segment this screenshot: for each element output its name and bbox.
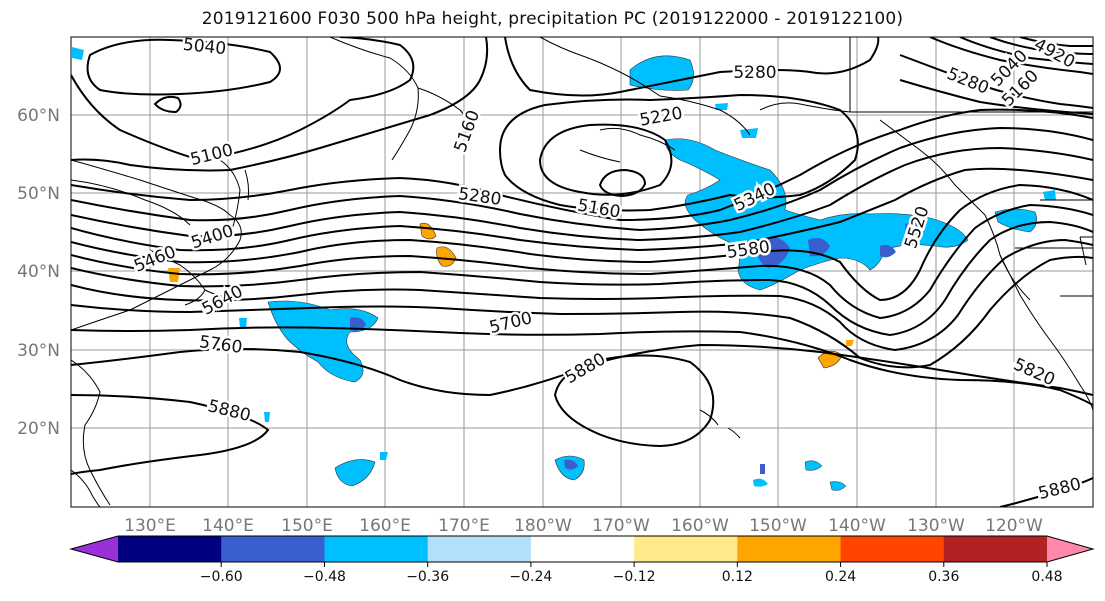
colorbar-extend-min <box>71 536 118 562</box>
lon-label: 140°E <box>202 516 254 536</box>
lon-label: 150°E <box>281 516 333 536</box>
colorbar-swatch <box>943 536 1048 562</box>
lon-label: 120°W <box>985 516 1043 536</box>
lon-label: 170°W <box>592 516 650 536</box>
coastlines <box>71 37 1093 507</box>
lon-label: 130°E <box>124 516 176 536</box>
lon-label: 160°W <box>671 516 729 536</box>
latitude-labels: 60°N 50°N 40°N 30°N 20°N <box>17 106 60 439</box>
contour-label: 5280 <box>733 63 776 83</box>
longitude-labels: 130°E 140°E 150°E 160°E 170°E 180°W 170°… <box>124 516 1043 536</box>
colorbar-tick-label: −0.24 <box>509 569 552 585</box>
colorbar-outline <box>69 535 1095 563</box>
lon-label: 170°E <box>438 516 490 536</box>
colorbar-tick-label: 0.12 <box>722 569 753 585</box>
colorbar-tick-label: −0.36 <box>406 569 449 585</box>
lat-label: 60°N <box>17 106 60 126</box>
colorbar-swatch <box>737 536 842 562</box>
lat-label: 30°N <box>17 341 60 361</box>
colorbar-tick-label: 0.48 <box>1031 569 1062 585</box>
height-contours <box>71 37 1093 507</box>
map-title: 2019121600 F030 500 hPa height, precipit… <box>201 9 904 29</box>
colorbar-swatch <box>427 536 532 562</box>
lat-label: 20°N <box>17 419 60 439</box>
lon-label: 150°W <box>749 516 807 536</box>
colorbar-swatch <box>634 536 738 562</box>
map-frame <box>70 36 1094 508</box>
colorbar: −0.60 −0.48 −0.36 −0.24 −0.12 0.12 0.24 0.36 0.4… <box>69 535 1095 585</box>
colorbar-swatch <box>221 536 325 562</box>
colorbar-swatch <box>118 536 222 562</box>
colorbar-swatch <box>840 536 945 562</box>
colorbar-tick-label: 0.36 <box>928 569 959 585</box>
colorbar-extend-max <box>1047 536 1093 562</box>
lon-label: 160°E <box>359 516 411 536</box>
colorbar-swatch <box>530 536 635 562</box>
colorbar-tick-label: −0.60 <box>200 569 243 585</box>
colorbar-tick-label: −0.48 <box>303 569 346 585</box>
lat-label: 40°N <box>17 262 60 282</box>
lon-label: 180°W <box>514 516 572 536</box>
colorbar-tick-label: 0.24 <box>825 569 856 585</box>
lat-label: 50°N <box>17 184 60 204</box>
colorbar-tick-label: −0.12 <box>613 569 656 585</box>
lon-label: 130°W <box>907 516 965 536</box>
lon-label: 140°W <box>828 516 886 536</box>
colorbar-swatch <box>324 536 429 562</box>
